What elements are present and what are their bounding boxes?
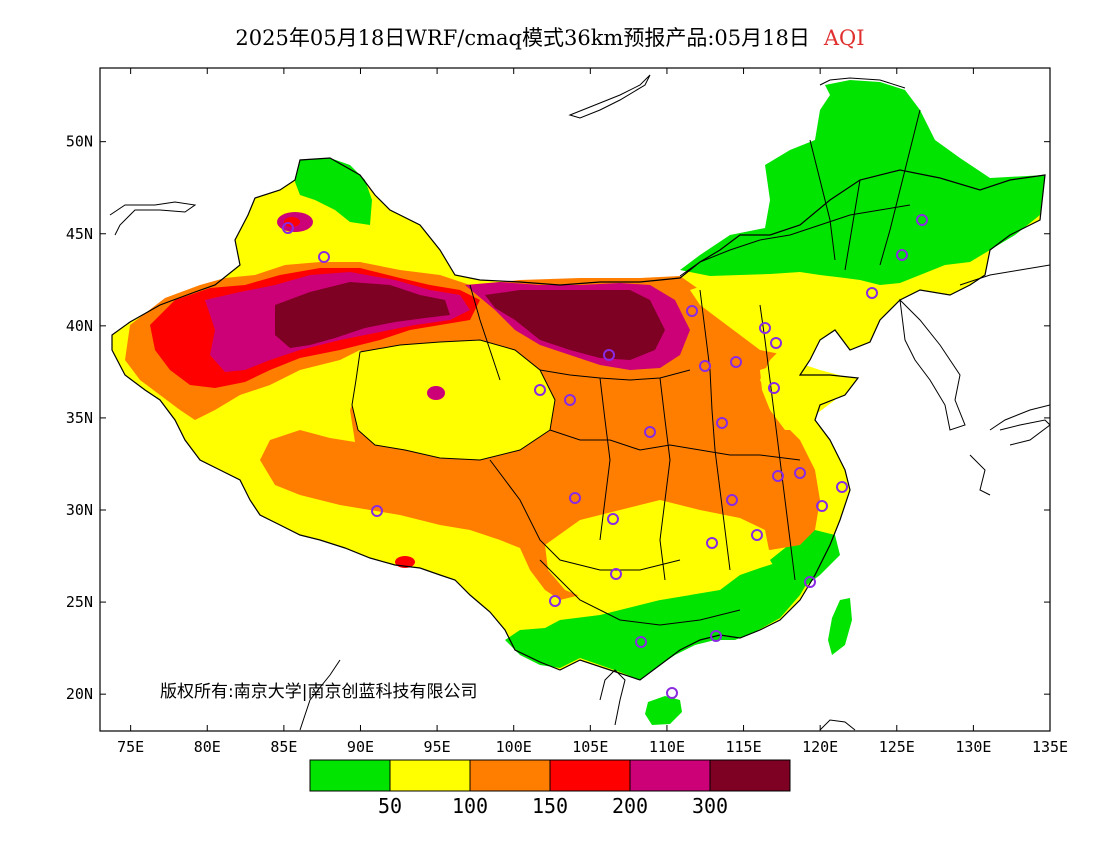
- city-marker: [603, 349, 615, 361]
- x-tick-label: 130E: [955, 738, 991, 756]
- legend-label: 200: [612, 794, 648, 818]
- legend-swatch: [469, 759, 551, 792]
- legend-label: 50: [378, 794, 402, 818]
- city-marker: [759, 322, 771, 334]
- province-borders: [351, 109, 921, 626]
- x-tick-label: 135E: [1032, 738, 1068, 756]
- x-tick-label: 110E: [649, 738, 685, 756]
- hotspot-ili-core: [284, 217, 300, 227]
- legend-swatch: [389, 759, 471, 792]
- legend-label: 100: [452, 794, 488, 818]
- region-green-fujian: [770, 530, 840, 590]
- title-variable: AQI: [823, 26, 865, 50]
- city-marker: [768, 382, 780, 394]
- y-axis: 50N 45N 40N 35N 30N 25N 20N: [66, 133, 1050, 703]
- city-marker: [916, 214, 928, 226]
- city-marker: [726, 494, 738, 506]
- x-tick-label: 105E: [572, 738, 608, 756]
- x-axis: 75E 80E 85E 90E 95E 100E 105E 110E 115E 120E 125E 1…: [117, 68, 1068, 756]
- city-marker: [607, 513, 619, 525]
- city-marker: [772, 470, 784, 482]
- region-yellow-north-china: [690, 280, 800, 355]
- x-tick-label: 95E: [424, 738, 451, 756]
- city-marker: [569, 492, 581, 504]
- city-markers: [282, 214, 928, 699]
- city-marker: [816, 500, 828, 512]
- x-tick-label: 120E: [802, 738, 838, 756]
- city-marker: [534, 384, 546, 396]
- city-marker: [564, 394, 576, 406]
- legend-swatch: [709, 759, 791, 792]
- city-marker: [699, 360, 711, 372]
- legend-label: 300: [692, 794, 728, 818]
- city-marker: [666, 687, 678, 699]
- y-tick-label: 35N: [66, 409, 93, 427]
- city-marker: [770, 337, 782, 349]
- coastlines: [109, 74, 1050, 731]
- china-border: [111, 157, 1046, 681]
- legend-swatch: [309, 759, 391, 792]
- x-tick-label: 125E: [879, 738, 915, 756]
- legend-swatch: [549, 759, 631, 792]
- city-marker: [318, 251, 330, 263]
- city-marker: [371, 505, 383, 517]
- city-marker: [794, 467, 806, 479]
- y-tick-label: 40N: [66, 317, 93, 335]
- legend-label: 150: [532, 794, 568, 818]
- city-marker: [836, 481, 848, 493]
- title-text: 2025年05月18日WRF/cmaq模式36km预报产品:05月18日: [235, 26, 810, 50]
- region-maroon-west: [275, 282, 450, 348]
- y-tick-label: 45N: [66, 225, 93, 243]
- city-marker: [896, 249, 908, 261]
- region-green-northwest: [295, 158, 372, 225]
- y-tick-label: 20N: [66, 685, 93, 703]
- y-tick-label: 25N: [66, 593, 93, 611]
- city-marker: [730, 356, 742, 368]
- city-marker: [549, 595, 561, 607]
- map-frame: [99, 67, 1051, 732]
- map-layers: 版权所有:南京大学|南京创蓝科技有限公司: [109, 74, 1050, 731]
- hotspot-qinghai: [427, 386, 445, 400]
- city-marker: [644, 426, 656, 438]
- x-tick-label: 115E: [725, 738, 761, 756]
- city-marker: [866, 287, 878, 299]
- x-tick-label: 85E: [270, 738, 297, 756]
- region-green-hainan: [645, 696, 682, 725]
- city-marker: [686, 305, 698, 317]
- city-marker: [635, 636, 647, 648]
- city-marker: [751, 529, 763, 541]
- y-tick-label: 30N: [66, 501, 93, 519]
- y-tick-label: 50N: [66, 133, 93, 151]
- city-marker: [706, 537, 718, 549]
- city-marker: [804, 576, 816, 588]
- region-maroon-east: [485, 290, 665, 360]
- x-tick-label: 90E: [347, 738, 374, 756]
- x-tick-label: 75E: [117, 738, 144, 756]
- city-marker: [710, 630, 722, 642]
- copyright-text: 版权所有:南京大学|南京创蓝科技有限公司: [160, 682, 477, 702]
- region-green-northeast: [680, 80, 1045, 285]
- region-green-taiwan: [828, 598, 852, 655]
- x-tick-label: 80E: [194, 738, 221, 756]
- region-yellow-east: [760, 360, 850, 430]
- region-yellow-qinghai: [352, 340, 555, 460]
- region-green-south: [505, 555, 815, 680]
- city-marker: [282, 222, 294, 234]
- city-marker: [610, 568, 622, 580]
- x-tick-label: 100E: [496, 738, 532, 756]
- city-marker: [716, 417, 728, 429]
- aqi-legend: 50 100 150 200 300: [309, 759, 791, 818]
- map-title: 2025年05月18日WRF/cmaq模式36km预报产品:05月18日 AQI: [0, 22, 1100, 52]
- legend-swatch: [629, 759, 711, 792]
